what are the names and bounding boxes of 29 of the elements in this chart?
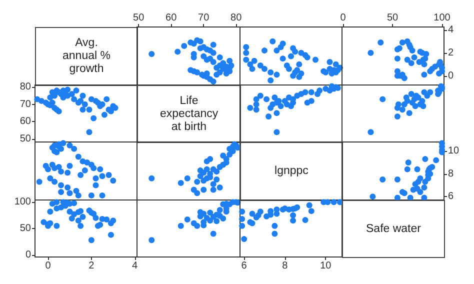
y-tick-label: 60	[20, 116, 32, 128]
x-tick-label: 10	[320, 260, 332, 272]
x-tick-label: 50	[386, 12, 399, 24]
y-tick-label: 8	[448, 168, 454, 180]
y-tick-label: 2	[448, 47, 454, 58]
x-tick-label: 0	[45, 260, 52, 272]
y-tick-label: 0	[448, 70, 454, 82]
y-tick-label: 80	[20, 82, 32, 93]
x-tick-label: 50	[133, 12, 145, 24]
x-tick-label: 0	[340, 12, 346, 24]
text: Life expectancy at birth	[160, 94, 218, 134]
x-tick-label: 2	[88, 260, 95, 272]
y-tick-label: 10	[448, 146, 460, 157]
text: Avg. annual % growth	[62, 37, 112, 76]
y-tick-label: 4	[448, 24, 454, 36]
y-tick-label: 70	[20, 98, 32, 110]
x-tick-label: 80	[230, 12, 242, 24]
y-tick-label: 100	[14, 196, 32, 208]
y-tick-label: 50	[20, 223, 32, 234]
x-tick-label: 6	[241, 260, 248, 272]
y-tick-label: 0	[25, 249, 32, 260]
x-tick-label: 60	[166, 12, 178, 24]
text: lgnppc	[274, 165, 308, 178]
x-tick-label: 8	[282, 260, 288, 272]
text: Safe water	[366, 222, 421, 236]
y-tick-label: 50	[20, 134, 32, 145]
y-tick-label: 6	[448, 191, 454, 202]
x-tick-label: 70	[198, 12, 210, 24]
x-tick-label: 4	[132, 260, 138, 272]
